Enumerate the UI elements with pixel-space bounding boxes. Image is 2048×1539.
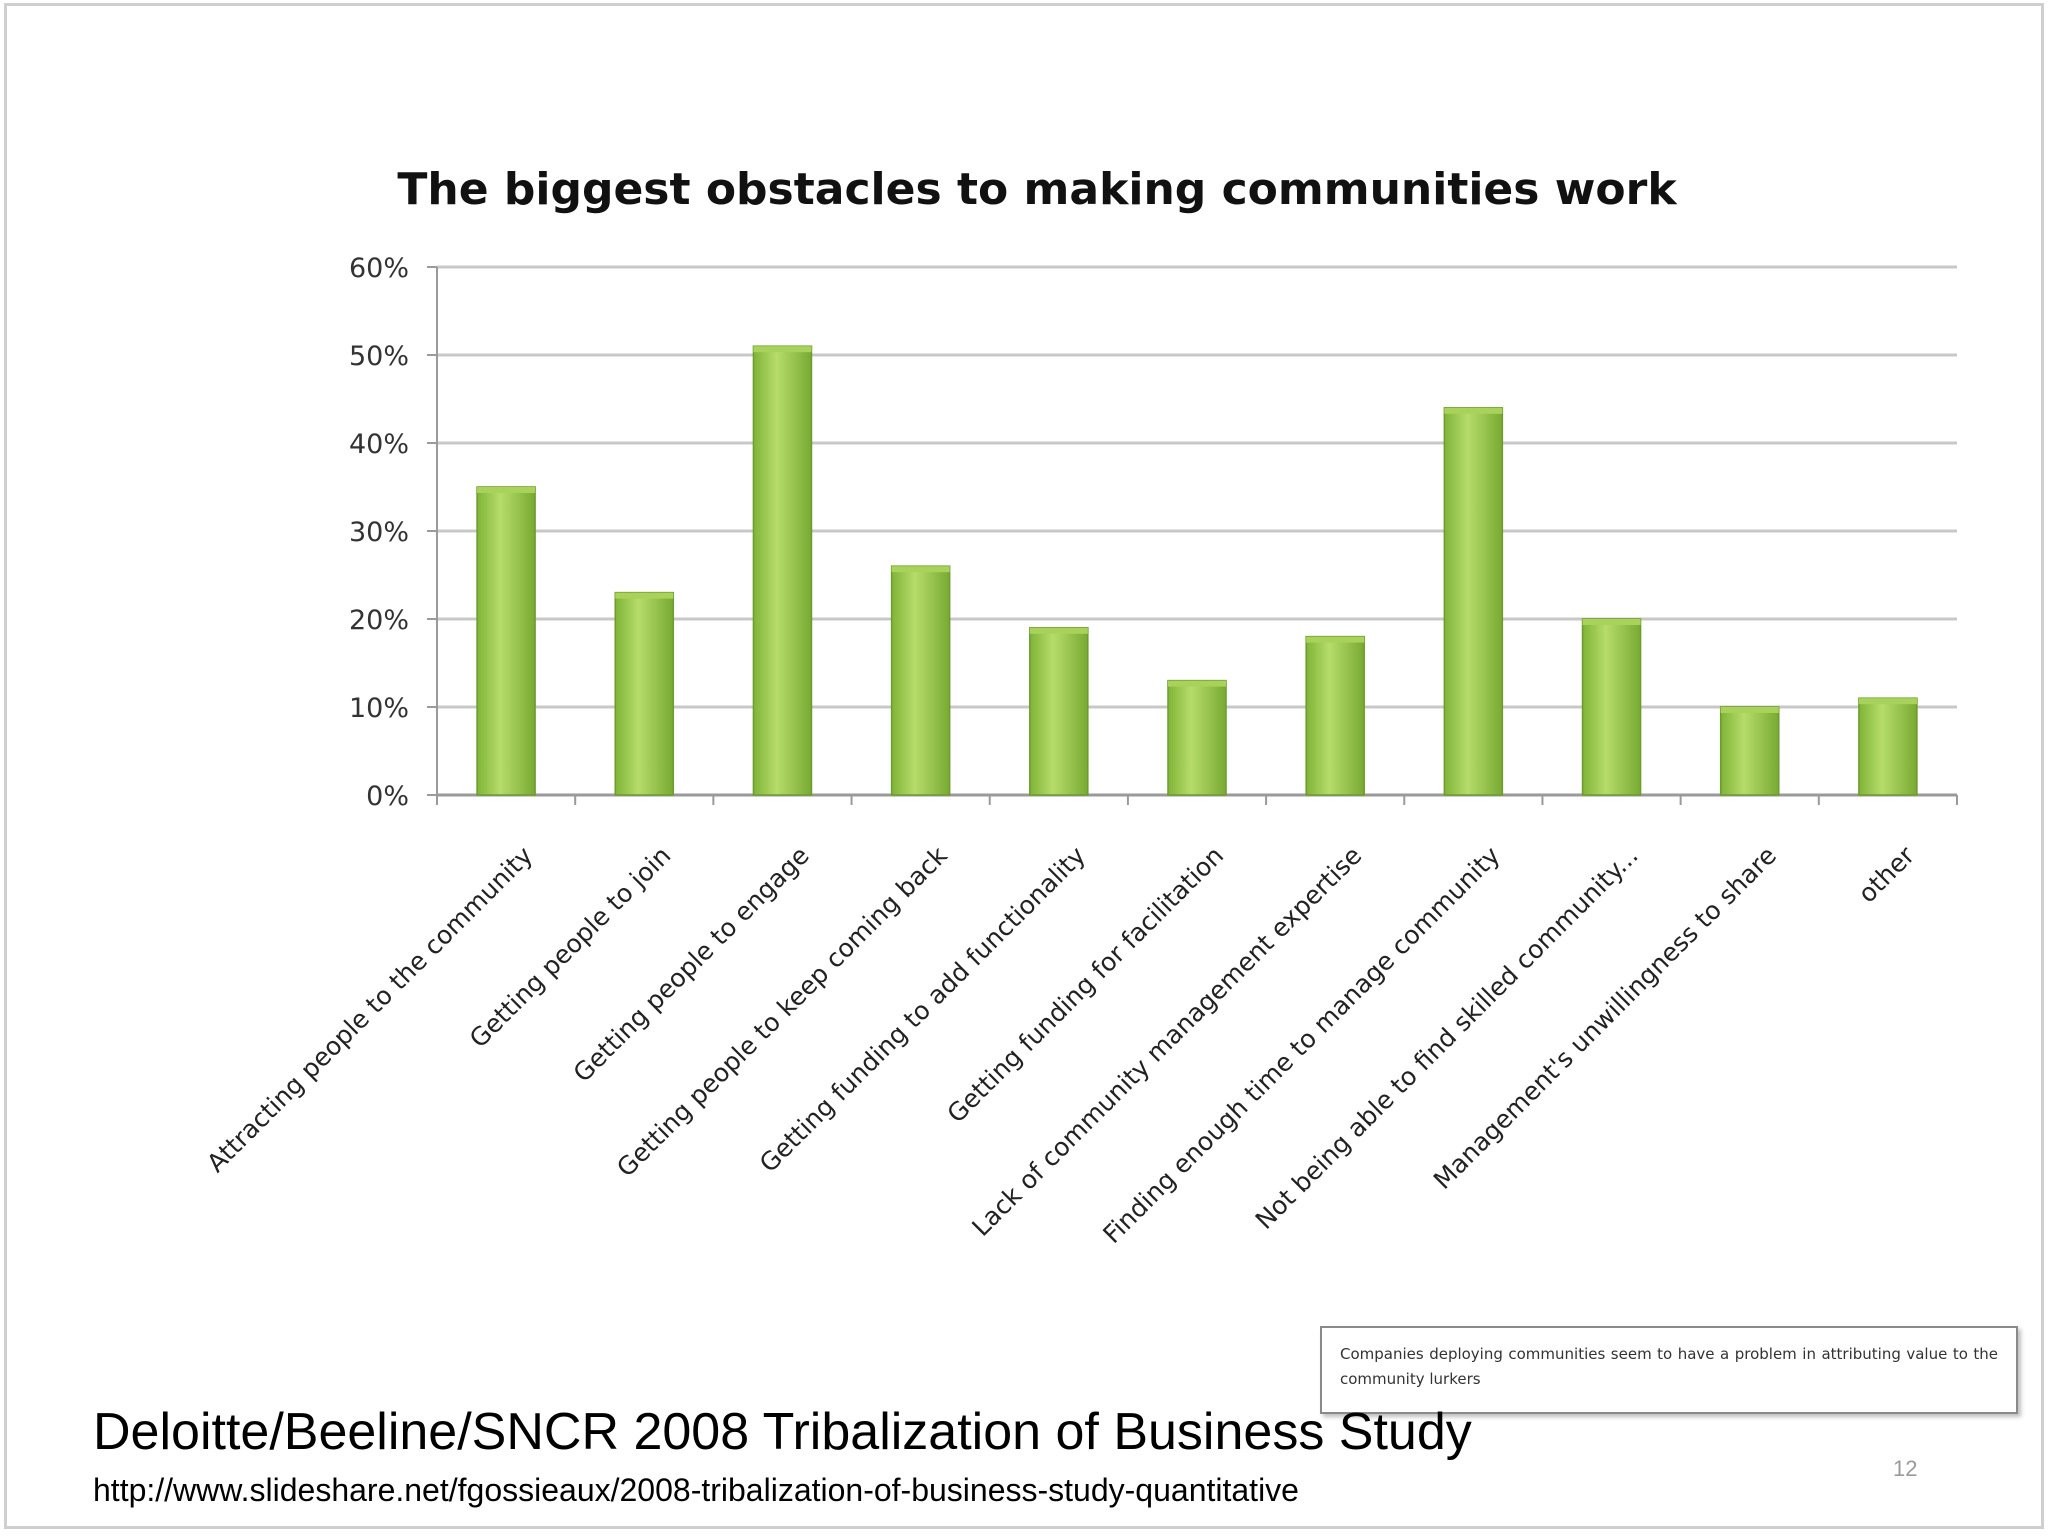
- bar: [1581, 618, 1642, 796]
- bar: [1305, 635, 1365, 796]
- bars: [476, 345, 1918, 796]
- bar-top-highlight: [1720, 707, 1779, 713]
- source-title: Deloitte/Beeline/SNCR 2008 Tribalization…: [93, 1403, 1472, 1461]
- x-category-label: other: [1853, 840, 1921, 908]
- bar: [1167, 679, 1227, 796]
- y-tick-label: 60%: [349, 253, 409, 284]
- y-axis-ticks: 0% 10% 20% 30% 40% 50% 60%: [349, 253, 409, 812]
- bar: [890, 565, 951, 796]
- annotation-note: Companies deploying communities seem to …: [1320, 1326, 2018, 1414]
- bar: [1858, 697, 1918, 796]
- y-tick-label: 20%: [349, 605, 409, 636]
- bar-top-highlight: [753, 346, 812, 353]
- bar-top-highlight: [1029, 627, 1088, 634]
- bar-top-highlight: [1167, 680, 1227, 687]
- bar: [752, 345, 813, 796]
- bar: [614, 591, 675, 796]
- y-tick-label: 30%: [349, 517, 409, 548]
- gridlines: [427, 265, 1958, 805]
- x-axis-labels: Attracting people to the communityGettin…: [201, 840, 1920, 1249]
- bar-top-highlight: [891, 566, 950, 573]
- source-url[interactable]: http://www.slideshare.net/fgossieaux/200…: [93, 1472, 1299, 1508]
- bar-top-highlight: [1858, 698, 1917, 705]
- bar: [1443, 407, 1504, 796]
- x-category-label: Getting funding for facilitation: [941, 841, 1229, 1129]
- bar-top-highlight: [1444, 407, 1503, 414]
- x-category-label: Getting people to engage: [568, 841, 815, 1088]
- bar-chart: The biggest obstacles to making communit…: [201, 164, 1958, 1249]
- y-tick-label: 50%: [349, 341, 409, 372]
- slide: The biggest obstacles to making communit…: [4, 3, 2044, 1529]
- bar: [476, 486, 536, 796]
- bar-top-highlight: [615, 592, 674, 599]
- y-tick-label: 10%: [349, 693, 409, 724]
- bar-top-highlight: [477, 487, 536, 493]
- chart-title: The biggest obstacles to making communit…: [397, 164, 1678, 215]
- bar-top-highlight: [1306, 636, 1365, 643]
- bar: [1029, 627, 1089, 796]
- page-number: 12: [1893, 1456, 1918, 1481]
- y-tick-label: 0%: [366, 781, 409, 812]
- bar-top-highlight: [1582, 619, 1641, 625]
- y-tick-label: 40%: [349, 429, 409, 460]
- bar: [1719, 706, 1780, 796]
